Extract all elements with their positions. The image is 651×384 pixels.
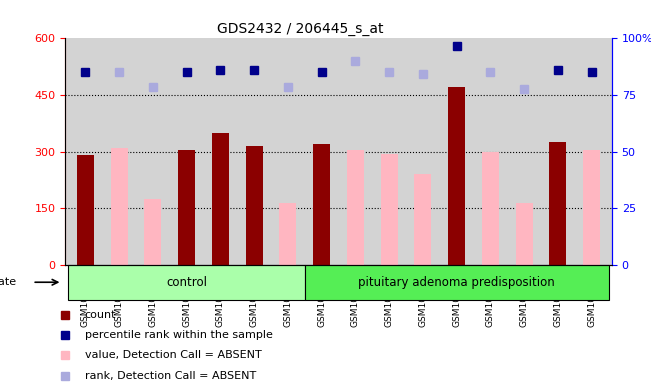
Bar <box>549 142 566 265</box>
FancyBboxPatch shape <box>305 265 609 300</box>
Bar <box>313 144 330 265</box>
Title: GDS2432 / 206445_s_at: GDS2432 / 206445_s_at <box>217 22 383 36</box>
Text: disease state: disease state <box>0 277 16 287</box>
Bar <box>583 150 600 265</box>
Bar <box>212 133 229 265</box>
Bar <box>111 148 128 265</box>
FancyBboxPatch shape <box>68 265 305 300</box>
Text: count: count <box>85 310 116 320</box>
Bar <box>178 150 195 265</box>
Text: rank, Detection Call = ABSENT: rank, Detection Call = ABSENT <box>85 371 256 381</box>
Bar <box>516 203 533 265</box>
Text: value, Detection Call = ABSENT: value, Detection Call = ABSENT <box>85 350 262 360</box>
Bar <box>245 146 262 265</box>
Bar <box>145 199 161 265</box>
Bar <box>449 88 465 265</box>
Bar <box>381 154 398 265</box>
Text: control: control <box>166 276 207 289</box>
Bar <box>415 174 432 265</box>
Bar <box>77 156 94 265</box>
Bar <box>482 152 499 265</box>
Text: percentile rank within the sample: percentile rank within the sample <box>85 330 273 340</box>
Bar <box>279 203 296 265</box>
Bar <box>347 150 364 265</box>
Text: pituitary adenoma predisposition: pituitary adenoma predisposition <box>358 276 555 289</box>
